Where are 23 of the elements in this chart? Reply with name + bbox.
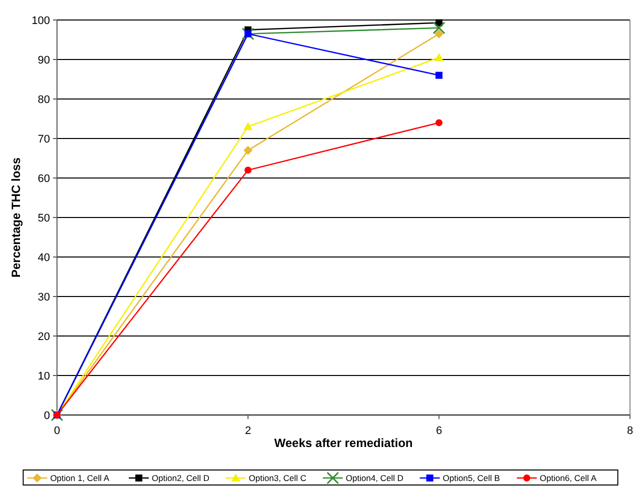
legend-label: Option2, Cell D — [152, 472, 210, 483]
y-tick-label: 100 — [32, 14, 50, 27]
y-tick-label: 50 — [38, 212, 50, 224]
y-tick-label: 70 — [38, 133, 50, 146]
x-tick-label: 8 — [626, 425, 634, 437]
y-tick-label: 30 — [38, 291, 50, 304]
legend-label: Option 1, Cell A — [50, 472, 110, 483]
x-tick-label: 0 — [54, 425, 60, 437]
legend-label: Option6, Cell A — [540, 472, 597, 483]
y-tick-label: 0 — [44, 410, 50, 422]
legend-label: Option3, Cell C — [248, 472, 306, 483]
legend-label: Option5, Cell B — [442, 472, 500, 483]
y-tick-label: 60 — [38, 172, 50, 185]
y-tick-label: 20 — [38, 330, 50, 343]
x-tick-label: 2 — [244, 425, 252, 437]
y-tick-label: 40 — [38, 252, 50, 264]
y-tick-label: 80 — [38, 94, 50, 106]
legend-label: Option4, Cell D — [346, 472, 404, 483]
y-axis-title: Percentage THC loss — [9, 157, 23, 278]
y-tick-label: 90 — [38, 54, 50, 66]
x-axis-title: Weeks after remediation — [274, 436, 413, 450]
x-tick-label: 6 — [436, 425, 442, 437]
y-tick-label: 10 — [38, 370, 50, 382]
